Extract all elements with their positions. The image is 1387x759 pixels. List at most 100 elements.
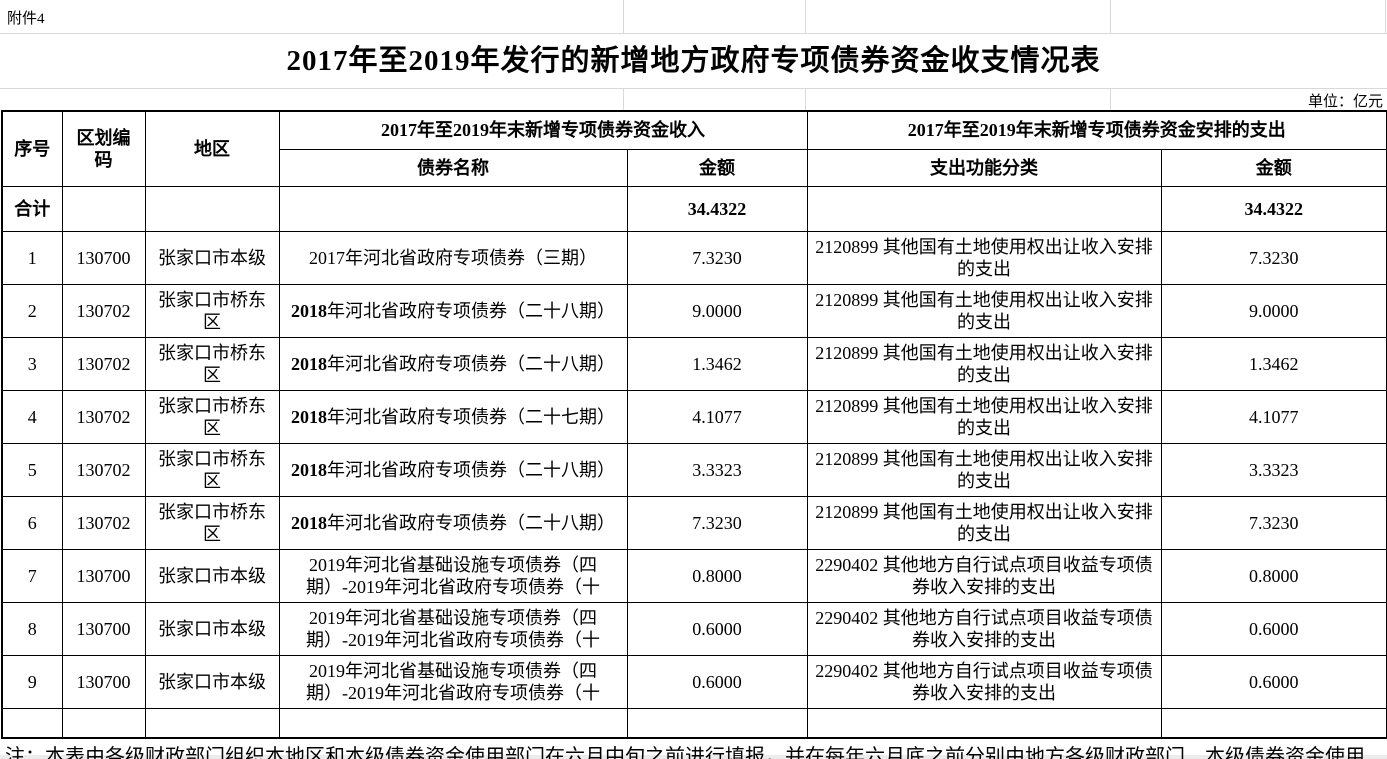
cell-region[interactable] <box>144 185 280 232</box>
cell-region[interactable]: 张家口市本级 <box>144 601 280 656</box>
cell-code[interactable]: 130702 <box>61 336 146 391</box>
cell-expense-class[interactable]: 2120899 其他国有土地使用权出让收入安排的支出 <box>806 230 1162 285</box>
cell-bond-name[interactable]: 2018年河北省政府专项债券（二十八期） <box>278 495 628 550</box>
cell-amount-out[interactable]: 7.3230 <box>1160 495 1387 550</box>
cell-code[interactable]: 130700 <box>61 654 146 709</box>
header-amount-in[interactable]: 金额 <box>626 148 808 187</box>
table-row: 5 130702 张家口市桥东区 2018年河北省政府专项债券（二十八期） 3.… <box>1 442 1387 497</box>
header-bond-name[interactable]: 债券名称 <box>278 148 628 187</box>
cell-region[interactable]: 张家口市本级 <box>144 654 280 709</box>
cell-amount-in[interactable]: 3.3323 <box>626 442 808 497</box>
bond-name-text: 年河北省政府专项债券（二十八期） <box>327 300 615 321</box>
cell-seq[interactable]: 4 <box>1 389 63 444</box>
cell-amount-in[interactable]: 1.3462 <box>626 336 808 391</box>
cell-expense-class[interactable]: 2290402 其他地方自行试点项目收益专项债券收入安排的支出 <box>806 548 1162 603</box>
cell-expense-class[interactable]: 2120899 其他国有土地使用权出让收入安排的支出 <box>806 336 1162 391</box>
cell-expense-class[interactable] <box>806 185 1162 232</box>
cell-amount-in[interactable] <box>626 707 808 739</box>
header-amount-out[interactable]: 金额 <box>1160 148 1387 187</box>
cell-seq[interactable]: 2 <box>1 283 63 338</box>
cell-code[interactable]: 130702 <box>61 442 146 497</box>
header-region[interactable]: 地区 <box>144 110 280 187</box>
cell-bond-name[interactable]: 2018年河北省政府专项债券（二十七期） <box>278 389 628 444</box>
cell-expense-class[interactable]: 2120899 其他国有土地使用权出让收入安排的支出 <box>806 442 1162 497</box>
cell-amount-in[interactable]: 0.8000 <box>626 548 808 603</box>
cell-code[interactable]: 130702 <box>61 389 146 444</box>
cell-code[interactable]: 130700 <box>61 548 146 603</box>
cell-bond-name[interactable]: 2019年河北省基础设施专项债券（四期）-2019年河北省政府专项债券（十 <box>278 601 628 656</box>
cell-amount-in[interactable]: 7.3230 <box>626 495 808 550</box>
cell-amount-in[interactable]: 34.4322 <box>626 185 808 232</box>
cell-seq[interactable]: 6 <box>1 495 63 550</box>
cell-bond-name[interactable]: 2018年河北省政府专项债券（二十八期） <box>278 283 628 338</box>
cell-amount-out[interactable]: 3.3323 <box>1160 442 1387 497</box>
bond-year-bold: 2018 <box>291 300 327 321</box>
cell-region[interactable]: 张家口市桥东区 <box>144 442 280 497</box>
table-row: 1 130700 张家口市本级 2017年河北省政府专项债券（三期） 7.323… <box>1 230 1387 285</box>
bond-name-text: 年河北省政府专项债券（二十八期） <box>327 459 615 480</box>
cell-region[interactable]: 张家口市桥东区 <box>144 495 280 550</box>
cell-expense-class[interactable]: 2120899 其他国有土地使用权出让收入安排的支出 <box>806 389 1162 444</box>
header-income-group[interactable]: 2017年至2019年末新增专项债券资金收入 <box>278 110 808 150</box>
cell-code[interactable]: 130700 <box>61 230 146 285</box>
cell-bond-name[interactable]: 2017年河北省政府专项债券（三期） <box>278 230 628 285</box>
cell-seq[interactable]: 9 <box>1 654 63 709</box>
cell-seq[interactable]: 1 <box>1 230 63 285</box>
cell-bond-name[interactable]: 2019年河北省基础设施专项债券（四期）-2019年河北省政府专项债券（十 <box>278 654 628 709</box>
cell-amount-in[interactable]: 9.0000 <box>626 283 808 338</box>
cell-code[interactable]: 130700 <box>61 601 146 656</box>
cell-region[interactable]: 张家口市桥东区 <box>144 389 280 444</box>
cell-code[interactable]: 130702 <box>61 283 146 338</box>
cell-amount-in[interactable]: 0.6000 <box>626 601 808 656</box>
cell-bond-name[interactable] <box>278 185 628 232</box>
cell-seq[interactable]: 合计 <box>1 185 63 232</box>
cell-seq[interactable] <box>1 707 63 739</box>
cell-code[interactable]: 130702 <box>61 495 146 550</box>
cell-amount-out[interactable]: 9.0000 <box>1160 283 1387 338</box>
cell-code[interactable] <box>61 185 146 232</box>
cell-region[interactable]: 张家口市桥东区 <box>144 283 280 338</box>
gridline <box>1110 88 1111 110</box>
cell-region[interactable]: 张家口市本级 <box>144 230 280 285</box>
cell-amount-out[interactable]: 34.4322 <box>1160 185 1387 232</box>
table-row: 3 130702 张家口市桥东区 2018年河北省政府专项债券（二十八期） 1.… <box>1 336 1387 391</box>
cell-region[interactable]: 张家口市桥东区 <box>144 336 280 391</box>
bond-year-bold: 2018 <box>291 459 327 480</box>
cell-expense-class[interactable]: 2120899 其他国有土地使用权出让收入安排的支出 <box>806 283 1162 338</box>
cell-expense-class[interactable]: 2290402 其他地方自行试点项目收益专项债券收入安排的支出 <box>806 654 1162 709</box>
header-expense-group[interactable]: 2017年至2019年末新增专项债券资金安排的支出 <box>806 110 1387 150</box>
cell-expense-class[interactable]: 2120899 其他国有土地使用权出让收入安排的支出 <box>806 495 1162 550</box>
cell-region[interactable] <box>144 707 280 739</box>
cell-bond-name[interactable]: 2018年河北省政府专项债券（二十八期） <box>278 336 628 391</box>
cell-amount-out[interactable] <box>1160 707 1387 739</box>
cell-amount-out[interactable]: 0.6000 <box>1160 654 1387 709</box>
cell-seq[interactable]: 7 <box>1 548 63 603</box>
cell-amount-out[interactable]: 0.8000 <box>1160 548 1387 603</box>
cell-amount-out[interactable]: 1.3462 <box>1160 336 1387 391</box>
cell-amount-in[interactable]: 0.6000 <box>626 654 808 709</box>
gridline <box>0 33 1387 34</box>
cell-seq[interactable]: 3 <box>1 336 63 391</box>
cell-amount-in[interactable]: 4.1077 <box>626 389 808 444</box>
cell-region[interactable]: 张家口市本级 <box>144 548 280 603</box>
cell-expense-class[interactable] <box>806 707 1162 739</box>
cell-expense-class[interactable]: 2290402 其他地方自行试点项目收益专项债券收入安排的支出 <box>806 601 1162 656</box>
cell-bond-name[interactable]: 2018年河北省政府专项债券（二十八期） <box>278 442 628 497</box>
header-expense-class[interactable]: 支出功能分类 <box>806 148 1162 187</box>
cell-amount-out[interactable]: 7.3230 <box>1160 230 1387 285</box>
cell-bond-name[interactable] <box>278 707 628 739</box>
cell-amount-out[interactable]: 0.6000 <box>1160 601 1387 656</box>
cell-bond-name[interactable]: 2019年河北省基础设施专项债券（四期）-2019年河北省政府专项债券（十 <box>278 548 628 603</box>
header-code[interactable]: 区划编码 <box>61 110 146 187</box>
gridline <box>805 0 806 33</box>
cell-code[interactable] <box>61 707 146 739</box>
cell-seq[interactable]: 5 <box>1 442 63 497</box>
table-row: 4 130702 张家口市桥东区 2018年河北省政府专项债券（二十七期） 4.… <box>1 389 1387 444</box>
cell-amount-in[interactable]: 7.3230 <box>626 230 808 285</box>
cell-seq[interactable]: 8 <box>1 601 63 656</box>
cell-amount-out[interactable]: 4.1077 <box>1160 389 1387 444</box>
table-row: 9 130700 张家口市本级 2019年河北省基础设施专项债券（四期）-201… <box>1 654 1387 709</box>
header-seq[interactable]: 序号 <box>1 110 63 187</box>
bond-funds-table: 序号 区划编码 地区 2017年至2019年末新增专项债券资金收入 2017年至… <box>1 110 1387 739</box>
